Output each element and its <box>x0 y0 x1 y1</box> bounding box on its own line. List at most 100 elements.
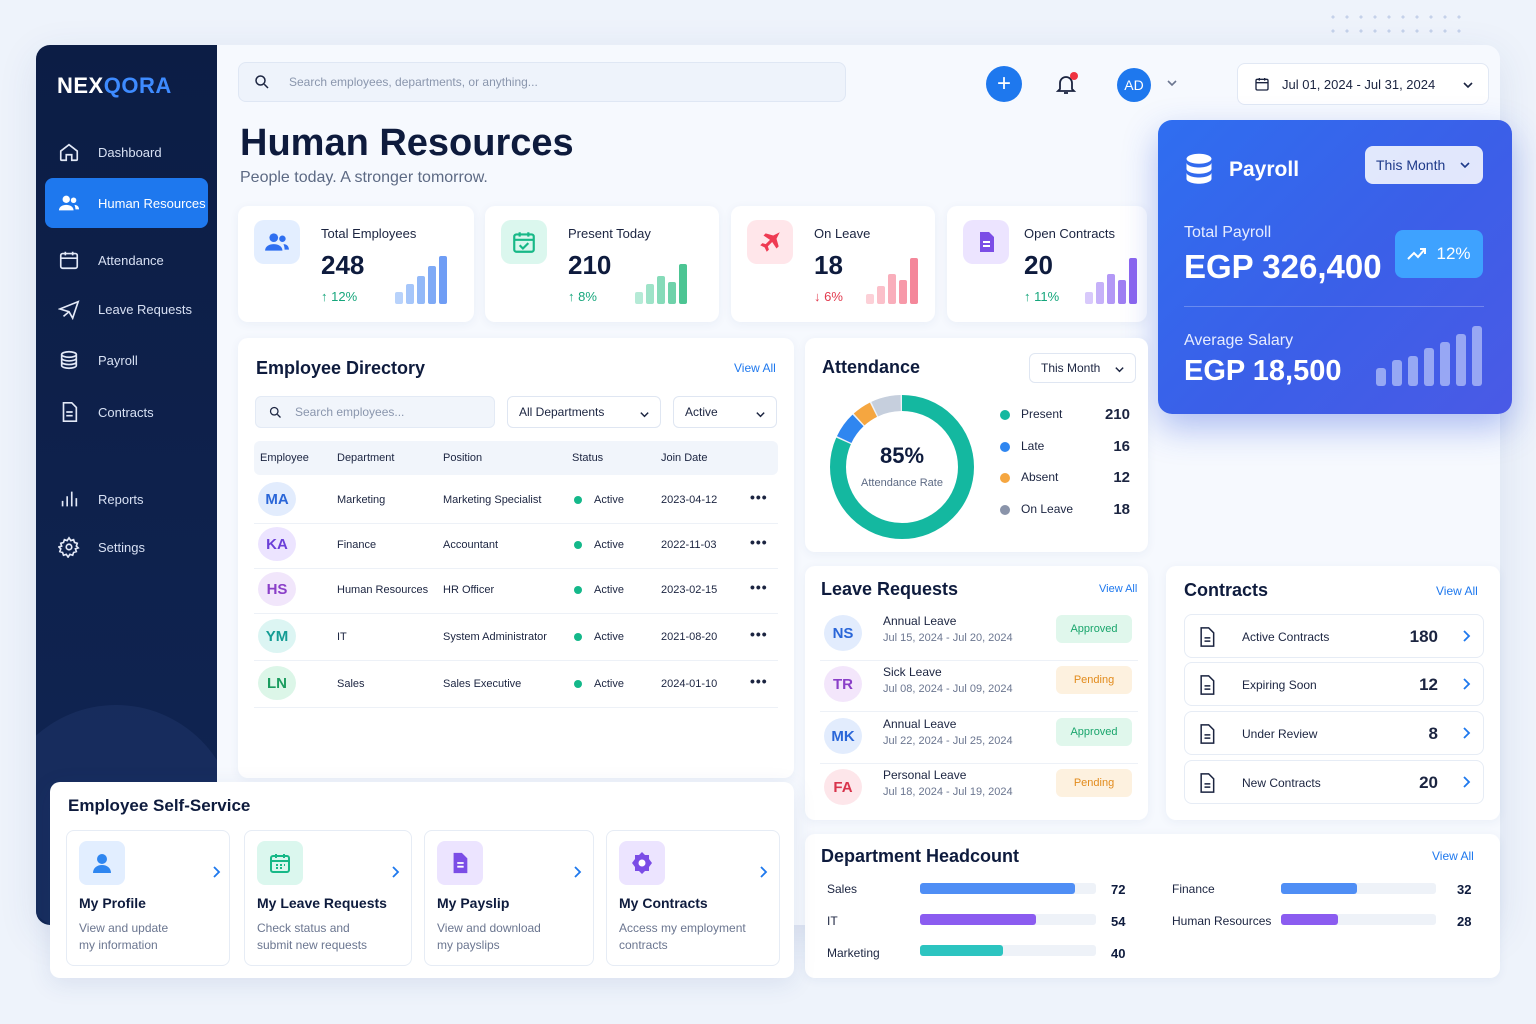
column-header: Department <box>337 452 395 464</box>
contract-row-under-review[interactable]: Under Review 8 <box>1184 711 1484 755</box>
sidebar-item-attendance[interactable]: Attendance <box>45 235 208 285</box>
stat-sparkbars <box>866 258 918 304</box>
department-filter-select[interactable]: All Departments <box>507 396 661 428</box>
cell-join-date: 2022-11-03 <box>661 539 717 551</box>
cell-department: Sales <box>337 678 365 690</box>
headcount-view-all-link[interactable]: View All <box>1432 849 1474 863</box>
cell-position: System Administrator <box>443 631 547 643</box>
table-row[interactable]: LN Sales Sales Executive Active 2024-01-… <box>254 662 778 708</box>
stat-card-present-today[interactable]: Present Today 210 ↑ 8% <box>485 206 719 322</box>
headcount-value: 72 <box>1111 882 1126 897</box>
logo[interactable]: NEXQORA <box>57 73 172 99</box>
total-payroll-label: Total Payroll <box>1184 224 1272 241</box>
calendar-icon <box>1255 78 1269 91</box>
card-description: Access my employment contracts <box>619 920 769 954</box>
stat-card-open-contracts[interactable]: Open Contracts 20 ↑ 11% <box>947 206 1147 322</box>
more-options-icon[interactable]: ••• <box>750 626 768 642</box>
notifications-button[interactable] <box>1054 72 1078 96</box>
more-options-icon[interactable]: ••• <box>750 489 768 505</box>
table-row[interactable]: KA Finance Accountant Active 2022-11-03 … <box>254 523 778 569</box>
table-row[interactable]: HS Human Resources HR Officer Active 202… <box>254 568 778 614</box>
users-icon <box>57 191 81 215</box>
card-title: My Contracts <box>619 895 708 911</box>
cell-position: Sales Executive <box>443 678 522 690</box>
sidebar-item-reports[interactable]: Reports <box>45 474 208 524</box>
stat-label: Total Employees <box>321 226 417 241</box>
stat-card-total-employees[interactable]: Total Employees 248 ↑ 12% <box>238 206 474 322</box>
chevron-down-icon[interactable] <box>1166 77 1178 89</box>
sidebar-item-label: Leave Requests <box>98 301 192 317</box>
payroll-period: This Month <box>1376 157 1446 173</box>
more-options-icon[interactable]: ••• <box>750 534 768 550</box>
list-item[interactable]: MK Annual Leave Jul 22, 2024 - Jul 25, 2… <box>820 712 1138 764</box>
self-service-card-my-payslip[interactable]: My Payslip View and download my payslips <box>424 830 594 966</box>
list-item[interactable]: NS Annual Leave Jul 15, 2024 - Jul 20, 2… <box>820 609 1138 661</box>
contract-row-active[interactable]: Active Contracts 180 <box>1184 614 1484 658</box>
attendance-rate-label: Attendance Rate <box>861 477 943 489</box>
stat-card-on-leave[interactable]: On Leave 18 ↓ 6% <box>731 206 935 322</box>
leave-view-all-link[interactable]: View All <box>1099 583 1138 595</box>
sidebar-item-dashboard[interactable]: Dashboard <box>45 127 208 177</box>
self-service-card-my-contracts[interactable]: My Contracts Access my employment contrac… <box>606 830 780 966</box>
global-search-input[interactable]: Search employees, departments, or anythi… <box>238 62 846 102</box>
directory-search-input[interactable]: Search employees... <box>255 396 495 428</box>
total-payroll-value: EGP 326,400 <box>1184 248 1382 285</box>
avatar: LN <box>258 666 296 700</box>
contract-row-new[interactable]: New Contracts 20 <box>1184 760 1484 804</box>
chevron-down-icon <box>640 412 649 418</box>
contract-row-expiring[interactable]: Expiring Soon 12 <box>1184 662 1484 706</box>
arrow-up-icon: ↑ <box>568 289 579 304</box>
document-icon <box>57 400 81 424</box>
status-badge: Active <box>574 678 624 690</box>
search-icon <box>255 75 269 89</box>
table-row[interactable]: MA Marketing Marketing Specialist Active… <box>254 478 778 524</box>
sidebar-item-label: Reports <box>98 491 144 507</box>
search-placeholder: Search employees, departments, or anythi… <box>289 75 538 89</box>
attendance-period-select[interactable]: This Month <box>1029 353 1136 383</box>
avatar: MK <box>824 718 862 754</box>
avatar[interactable]: AD <box>1117 68 1151 102</box>
add-button[interactable]: + <box>986 66 1022 102</box>
stat-label: On Leave <box>814 226 871 241</box>
document-icon <box>1200 724 1215 744</box>
more-options-icon[interactable]: ••• <box>750 579 768 595</box>
avatar: YM <box>258 619 296 653</box>
leave-dates: Jul 08, 2024 - Jul 09, 2024 <box>883 683 1013 695</box>
sidebar-item-leave-requests[interactable]: Leave Requests <box>45 284 208 334</box>
more-options-icon[interactable]: ••• <box>750 673 768 689</box>
sidebar-item-human-resources[interactable]: Human Resources <box>45 178 208 228</box>
badge-icon <box>619 841 665 885</box>
list-item[interactable]: TR Sick Leave Jul 08, 2024 - Jul 09, 202… <box>820 660 1138 712</box>
logo-text-a: NEX <box>57 73 104 98</box>
status-filter-select[interactable]: Active <box>673 396 777 428</box>
avatar: FA <box>824 769 862 805</box>
directory-view-all-link[interactable]: View All <box>734 361 776 375</box>
description-line: my information <box>79 938 158 952</box>
status-text: Active <box>594 539 624 551</box>
cell-join-date: 2024-01-10 <box>661 678 718 690</box>
sidebar-item-contracts[interactable]: Contracts <box>45 387 208 437</box>
list-item[interactable]: FA Personal Leave Jul 18, 2024 - Jul 19,… <box>820 763 1138 815</box>
headcount-bar-track <box>1281 883 1436 894</box>
payroll-card[interactable]: Payroll This Month Total Payroll EGP 326… <box>1158 120 1512 414</box>
headcount-bar-sales <box>920 883 1075 894</box>
date-range-picker[interactable]: Jul 01, 2024 - Jul 31, 2024 <box>1237 63 1489 105</box>
self-service-card-my-leave-requests[interactable]: My Leave Requests Check status and submit… <box>244 830 412 966</box>
stat-change: ↑ 11% <box>1024 289 1059 304</box>
legend-label: Present <box>1021 407 1063 421</box>
chevron-right-icon <box>1463 678 1471 690</box>
payroll-title: Payroll <box>1229 158 1300 181</box>
coins-icon <box>57 348 81 372</box>
contracts-view-all-link[interactable]: View All <box>1436 584 1478 598</box>
description-line: Access my employment <box>619 921 746 935</box>
directory-table-header: Employee Department Position Status Join… <box>254 441 778 475</box>
leave-type: Annual Leave <box>883 614 957 628</box>
card-title: My Leave Requests <box>257 895 387 911</box>
contract-count: 180 <box>1409 627 1438 646</box>
sidebar-item-settings[interactable]: Settings <box>45 522 208 572</box>
table-row[interactable]: YM IT System Administrator Active 2021-0… <box>254 615 778 661</box>
payroll-period-select[interactable]: This Month <box>1365 146 1483 184</box>
plane-icon <box>57 297 81 321</box>
sidebar-item-payroll[interactable]: Payroll <box>45 335 208 385</box>
self-service-card-my-profile[interactable]: My Profile View and update my information <box>66 830 230 966</box>
